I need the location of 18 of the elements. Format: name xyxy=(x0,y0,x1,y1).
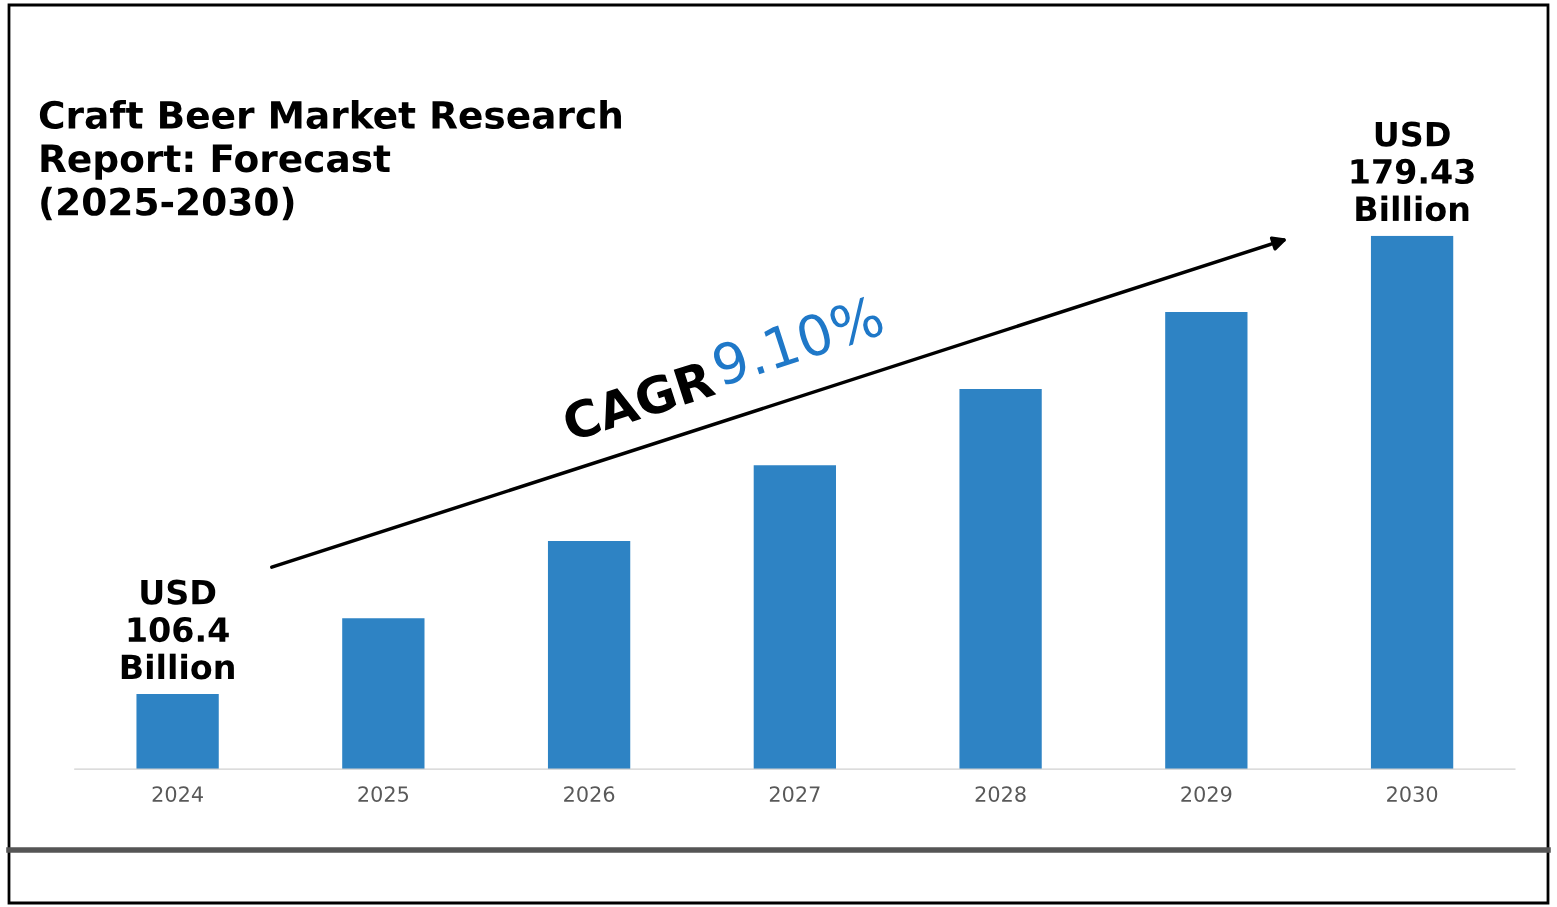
x-tick-label: 2027 xyxy=(769,786,820,802)
bar xyxy=(1165,312,1248,770)
annotation: 9.10% xyxy=(710,294,886,387)
x-tick-label: 2028 xyxy=(975,786,1026,802)
bar xyxy=(959,388,1042,770)
chart-title: Craft Beer Market Research Report: Forecast (2025-2030) xyxy=(39,100,621,221)
bar xyxy=(136,693,219,770)
x-tick-label: 2026 xyxy=(564,786,615,802)
x-tick-label: 2030 xyxy=(1387,786,1438,802)
x-tick-label: 2029 xyxy=(1181,786,1232,802)
x-tick-label: 2024 xyxy=(152,786,203,802)
annotation: USD 179.43 Billion xyxy=(1351,121,1474,222)
bar xyxy=(342,618,425,770)
bar xyxy=(753,465,836,770)
bar xyxy=(1370,235,1454,770)
bar xyxy=(547,540,631,770)
annotation: USD 106.4 Billion xyxy=(121,579,234,680)
x-tick-label: 2025 xyxy=(358,786,409,802)
